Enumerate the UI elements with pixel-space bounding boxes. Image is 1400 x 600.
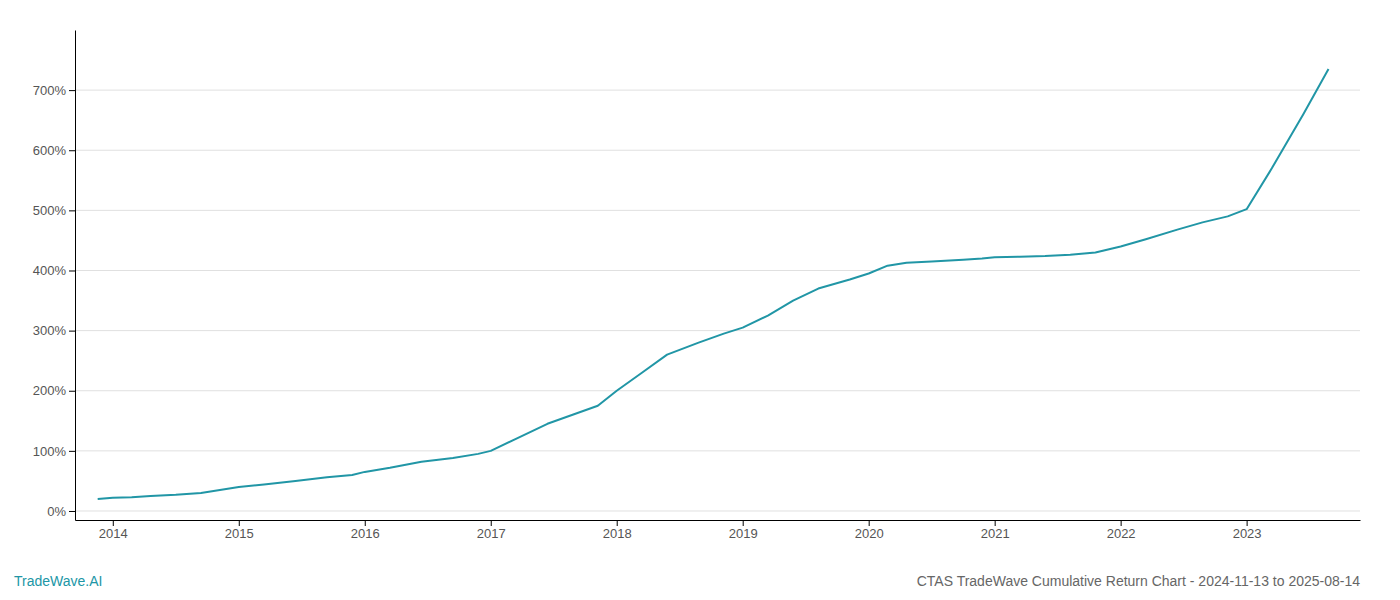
y-tick-mark [69,331,75,332]
grid-line [75,150,1360,151]
x-tick-mark [1121,520,1122,526]
y-tick-mark [69,210,75,211]
title: CTAS TradeWave Cumulative Return Chart -… [917,573,1361,589]
watermark: TradeWave.AI [14,573,102,589]
x-tick: 2023 [1233,520,1262,541]
plot-area: 0%100%200%300%400%500%600%700%2014201520… [33,31,1361,542]
line [98,69,1329,499]
y-tick-mark [69,451,75,452]
x-axis: 2014 2015 2016 2017 2018 2019 2020 2021 2022 2023 [76,520,1361,541]
y-tick: 700% [33,83,75,98]
x-tick: 2015 [225,520,254,541]
grid-line [75,210,1360,211]
y-tick: 100% [33,444,75,459]
x-tick: 2017 [477,520,506,541]
x-tick-label: 2019 [729,526,758,541]
y-tick: 500% [33,203,75,218]
y-axis-line [75,31,76,521]
x-tick-mark [1247,520,1248,526]
y-tick-mark [69,150,75,151]
x-tick-label: 2017 [477,526,506,541]
x-tick-label: 2014 [99,526,128,541]
x-tick-label: 2022 [1107,526,1136,541]
x-tick-mark [869,520,870,526]
y-tick-label: 200% [33,383,67,398]
y-tick-mark [69,391,75,392]
grid-line [75,90,1360,91]
grid-line [75,510,1360,511]
x-tick-mark [491,520,492,526]
y-tick-label: 700% [33,83,67,98]
y-tick: 0% [47,504,75,519]
grid-line [75,450,1360,451]
y-tick-mark [69,511,75,512]
x-tick-mark [617,520,618,526]
y-tick: 400% [33,263,75,278]
x-tick: 2022 [1107,520,1136,541]
y-tick-mark [69,270,75,271]
x-tick-mark [743,520,744,526]
x-tick: 2021 [981,520,1010,541]
x-tick-label: 2016 [351,526,380,541]
y-tick: 200% [33,383,75,398]
x-tick-mark [239,520,240,526]
y-tick-label: 500% [33,203,67,218]
x-tick: 2018 [603,520,632,541]
x-axis-line [76,520,1361,521]
x-tick-mark [113,520,114,526]
x-tick-label: 2021 [981,526,1010,541]
y-tick-label: 600% [33,143,67,158]
chart: 0%100%200%300%400%500%600%700%2014201520… [0,0,1400,600]
y-tick-label: 300% [33,323,67,338]
y-axis: 0% 100% 200% 300% 400% 500% 600% 700% [33,31,76,521]
grid [75,90,1360,511]
x-tick-label: 2023 [1233,526,1262,541]
y-tick-label: 100% [33,444,67,459]
x-tick: 2019 [729,520,758,541]
x-tick-label: 2020 [855,526,884,541]
y-tick-mark [69,90,75,91]
x-tick-mark [365,520,366,526]
y-tick: 300% [33,323,75,338]
y-tick-label: 0% [47,504,66,519]
x-tick-label: 2015 [225,526,254,541]
grid-line [75,390,1360,391]
series [98,69,1329,499]
y-tick: 600% [33,143,75,158]
x-tick-label: 2018 [603,526,632,541]
grid-line [75,330,1360,331]
x-tick-mark [995,520,996,526]
grid-line [75,270,1360,271]
x-tick: 2016 [351,520,380,541]
y-tick-label: 400% [33,263,67,278]
x-tick: 2014 [99,520,128,541]
x-tick: 2020 [855,520,884,541]
